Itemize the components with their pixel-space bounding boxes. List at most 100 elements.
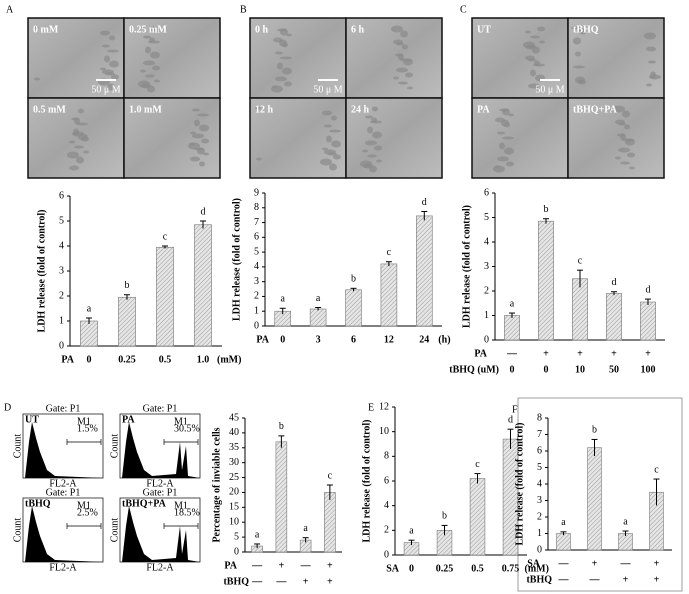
cell-shape [273,37,283,43]
micrograph-label: 1.0 mM [129,104,162,115]
scale-label: 50 μ M [91,84,120,95]
cell-shape [271,85,283,93]
cell-shape [646,46,656,52]
y-tick-label: 5 [484,212,489,223]
x-tick-label: — [558,574,570,585]
x-tick-label: 3 [316,334,321,345]
cell-shape [644,32,656,40]
cell-shape [199,161,205,167]
cell-shape [646,83,652,87]
marker-label: M1 [77,500,91,511]
significance-letter: d [508,414,513,425]
y-tick-label: 4 [537,478,542,489]
cell-shape [284,81,292,87]
cell-shape [324,124,332,128]
cell-shape [403,58,413,66]
cell-shape [376,159,382,163]
cell-shape [398,53,404,61]
bar [345,289,362,327]
cell-shape [143,60,155,66]
sample-label: tBHQ+PA [122,498,167,509]
x-tick-label: 0.25 [436,563,454,574]
significance-letter: b [442,511,447,522]
y-tick-label: 4 [254,261,259,272]
cell-shape [192,108,200,112]
y-tick-label: 2 [484,285,489,296]
marker-label: M1 [174,416,188,427]
x-tick-label: 50 [609,364,619,375]
micrograph [249,17,347,99]
cell-shape [506,161,514,167]
x-tick-label: + [303,576,309,587]
bar [380,263,398,327]
significance-letter: b [544,204,549,215]
significance-letter: c [578,255,583,266]
cell-shape [367,126,373,134]
cell-shape [143,35,151,39]
x-tick-label: 0 [544,364,549,375]
significance-letter: a [510,298,515,309]
cell-shape [365,115,373,119]
cell-shape [497,156,509,162]
sample-label: tBHQ [25,498,51,509]
significance-letter: a [409,525,414,536]
cell-shape [622,110,630,118]
cell-shape [199,124,209,132]
cell-shape [148,40,160,44]
bar [275,441,288,553]
cell-shape [393,76,399,80]
row-label: PA [224,560,237,571]
x-tick-label: 24 [419,334,429,345]
cell-shape [201,138,209,144]
y-tick-label: 15 [229,502,239,513]
y-tick-label: 3 [254,276,259,287]
cell-shape [504,147,514,155]
gate-label: Gate: P1 [143,487,178,498]
cell-shape [497,131,505,135]
significance-letter: c [328,470,333,481]
cell-shape [374,145,382,151]
cell-shape [76,156,84,164]
marker-percent: 1.5% [77,423,98,434]
cell-shape [145,74,155,78]
flow-y-label: Count [109,434,120,459]
y-tick-label: 3 [59,265,64,276]
x-tick-label: + [654,558,660,569]
cell-shape [613,105,625,113]
cell-shape [370,120,382,124]
bar [504,315,520,341]
cell-shape [275,76,287,82]
cell-shape [530,35,540,39]
y-tick-label: 1 [254,306,259,317]
cell-shape [74,145,84,149]
significance-letter: d [422,197,427,208]
x-tick-label: + [327,576,333,587]
cell-shape [502,136,514,140]
micrograph-label: tBHQ+PA [573,104,618,115]
micrograph-label: PA [477,104,490,115]
significance-letter: d [201,206,206,217]
cell-shape [111,74,119,80]
cell-shape [648,60,656,64]
y-tick-label: 1 [537,528,542,539]
x-tick-label: + [279,560,285,571]
x-tick-label: 10 [575,364,585,375]
cell-shape [400,30,408,38]
cell-shape [197,147,205,155]
y-tick-label: 25 [229,472,239,483]
cell-shape [109,60,119,68]
significance-letter: b [125,280,130,291]
micrograph-label: 0.25 mM [129,24,167,35]
cell-shape [573,37,581,45]
row-label: PA [256,334,269,345]
y-tick-label: 0 [234,546,239,557]
cell-shape [402,44,408,50]
y-tick-label: 7 [537,429,542,440]
cell-shape [34,77,40,81]
x-tick-label: 1.0 [197,354,210,365]
bar [640,301,656,341]
cell-shape [280,56,292,60]
cell-shape [327,152,337,156]
x-tick-label: 0.5 [159,354,172,365]
cell-shape [109,35,115,41]
